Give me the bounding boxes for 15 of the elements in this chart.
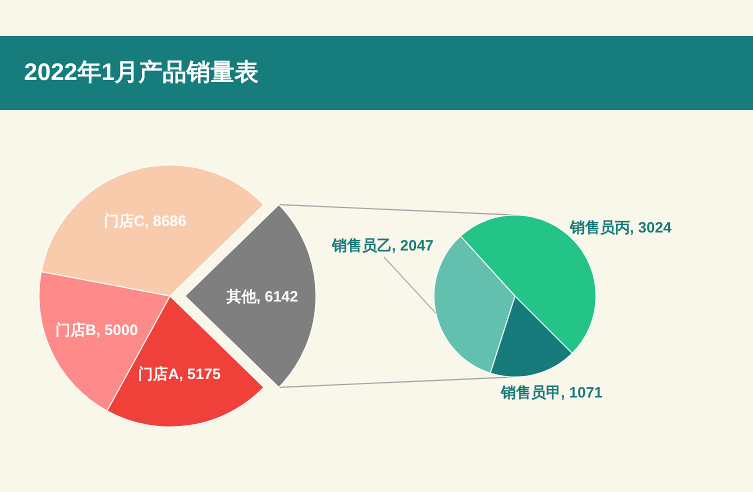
data-label: , 6142 xyxy=(256,288,298,306)
data-label: , 8686 xyxy=(144,212,186,230)
data-label: , 1071 xyxy=(560,384,603,402)
slice-label: 门店C xyxy=(104,212,145,230)
slice-label: 门店B xyxy=(55,320,96,339)
data-label: , 5175 xyxy=(178,366,221,383)
data-label: , 3024 xyxy=(630,219,672,236)
data-label: , 5000 xyxy=(96,322,138,339)
chart-title: 2022年1月产品销量表 xyxy=(24,59,259,86)
slice-label: 其他 xyxy=(225,288,258,306)
slice-label: 销售员甲 xyxy=(500,384,561,402)
data-label: , 2047 xyxy=(392,237,434,254)
slice-label: 门店A xyxy=(138,364,180,383)
slice-label: 销售员丙 xyxy=(568,219,630,236)
slice-label: 销售员乙 xyxy=(330,237,392,254)
